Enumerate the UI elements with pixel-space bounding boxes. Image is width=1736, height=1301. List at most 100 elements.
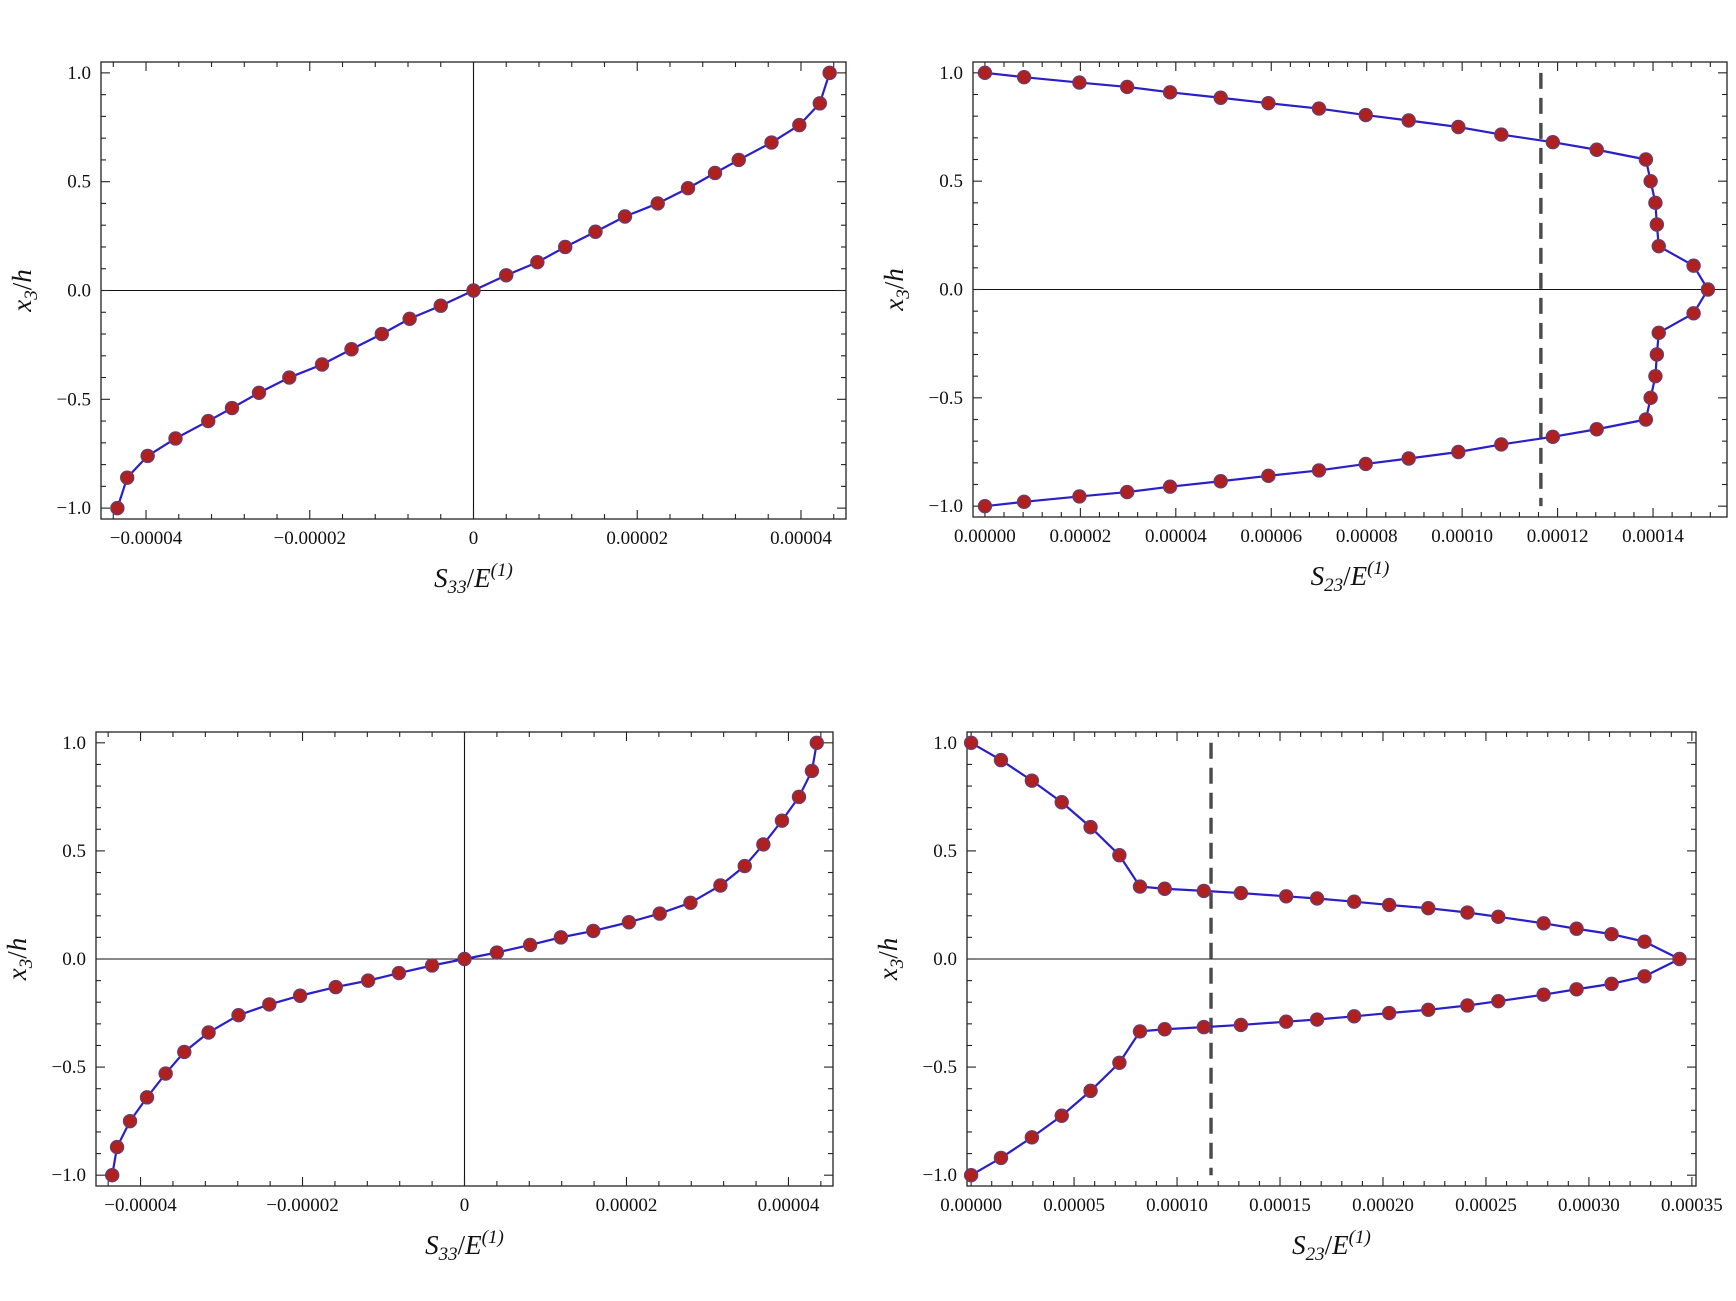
data-point [1401,451,1416,466]
data-point [391,965,407,981]
y-tick-label: −1.0 [57,498,91,519]
data-point [402,311,417,326]
data-point [588,224,603,239]
data-point [1460,905,1475,920]
data-point [282,370,297,385]
x-tick-label: 0.00004 [1145,526,1207,547]
y-axis-label: x3/h [879,268,914,312]
data-point [1261,468,1276,484]
x-tick-label: 0.00020 [1352,1195,1414,1216]
data-point [1157,1022,1172,1037]
data-point [1112,848,1127,863]
y-axis-label: x3/h [7,269,42,313]
x-tick-label: 0 [469,528,479,549]
data-point [1638,152,1654,167]
y-tick-label: 0.0 [939,280,963,301]
data-point [1651,325,1666,341]
data-point [1054,795,1069,810]
data-point [1545,134,1561,150]
data-point [1638,412,1654,427]
data-point [522,937,538,953]
y-tick-label: 1.0 [939,63,963,84]
data-point [1604,976,1619,992]
y-tick-label: 1.0 [62,733,86,754]
data-point [1643,173,1658,189]
x-tick-label: 0.00010 [1431,526,1493,547]
data-point [1536,916,1551,931]
data-point [1083,819,1098,835]
data-point [1381,1005,1397,1021]
data-point [1381,897,1397,913]
y-tick-label: −0.5 [923,1057,957,1078]
data-point [201,1025,216,1040]
x-tick-label: 0.00002 [596,1195,658,1216]
data-point [530,255,545,270]
data-point [1421,1002,1436,1018]
data-point [1196,883,1212,899]
data-point [1643,390,1658,406]
data-point [713,878,728,893]
x-axis-label: S23/E(1) [1311,558,1390,596]
y-tick-label: −1.0 [929,496,963,517]
data-point [1233,1017,1249,1033]
y-tick-label: 0.5 [939,171,963,192]
x-tick-label: 0.00000 [954,526,1016,547]
data-point [1358,456,1373,472]
data-point [1451,444,1466,460]
data-point [119,470,135,485]
data-point [1309,891,1325,906]
data-point [1261,95,1276,111]
data-point [792,117,807,133]
data-point [557,239,573,255]
data-point [1421,900,1436,916]
data-point [1278,1014,1294,1029]
data-point [1311,101,1327,116]
data-point [1132,1024,1148,1039]
data-point [791,789,807,805]
data-point [1024,773,1040,788]
data-point [1637,934,1652,949]
data-point [1686,306,1701,321]
chart-bottom-right: 0.00000 0.00005 0.00010 0.00015 0.00020 0.000… [873,731,1723,1265]
data-point [1491,909,1506,925]
data-point [1119,484,1135,500]
data-point [1162,479,1178,494]
data-point [707,165,723,181]
x-tick-label: −0.00004 [104,1195,177,1216]
x-tick-label: 0.00002 [1049,526,1111,547]
data-point [1569,982,1584,997]
data-point [457,951,472,967]
data-point [158,1066,173,1081]
data-point [822,65,837,81]
data-point [1604,926,1619,942]
data-point [652,906,667,921]
y-tick-label: 0.0 [933,949,957,970]
data-point [683,895,698,910]
y-tick-label: 0.0 [67,281,91,302]
x-tick-label: −0.00002 [274,528,346,549]
data-point [1649,217,1665,232]
x-tick-label: 0.00035 [1661,1195,1723,1216]
data-point [1686,258,1701,273]
y-tick-label: −0.5 [929,388,963,409]
data-point [1637,969,1652,984]
x-tick-label: 0.00025 [1455,1195,1517,1216]
x-tick-label: 0.00015 [1249,1195,1311,1216]
data-point [812,96,828,111]
data-point [1278,889,1294,904]
data-point [1072,75,1087,90]
data-point [1016,69,1032,85]
data-point [1072,489,1087,504]
x-tick-label: 0.00010 [1146,1195,1208,1216]
data-point [1536,987,1551,1002]
x-tick-label: 0 [460,1195,470,1216]
data-point [1119,79,1135,95]
data-point [963,735,979,751]
data-point [804,763,820,779]
data-point [731,152,746,168]
x-tick-label: 0.00000 [940,1195,1002,1216]
data-point [360,973,376,988]
data-point [1157,881,1172,896]
data-point [993,1150,1009,1166]
chart-bottom-left: −0.00004 −0.00002 0 0.00002 0.00004 −1.0 −0.5 0… [2,731,834,1265]
